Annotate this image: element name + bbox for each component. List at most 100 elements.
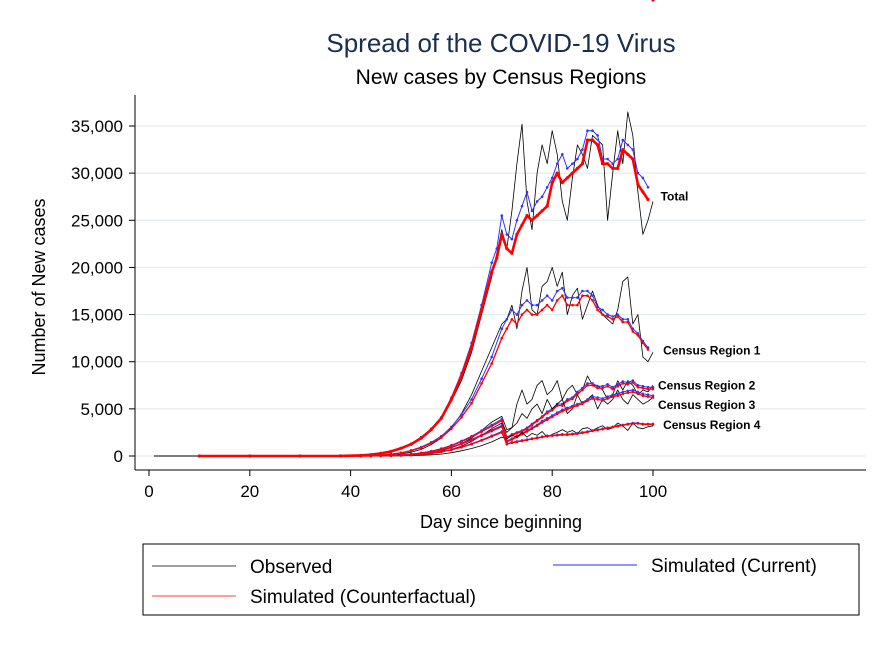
point-census-region-1-current	[515, 313, 519, 316]
point-census-region-4-counterfactual	[440, 450, 443, 454]
point-total-counterfactual	[409, 442, 413, 446]
point-total-counterfactual	[515, 232, 519, 236]
point-census-region-2-counterfactual	[636, 385, 640, 389]
point-census-region-1-current	[555, 289, 559, 293]
point-census-region-2-counterfactual	[576, 392, 579, 396]
point-total-current	[581, 148, 584, 151]
point-total-counterfactual	[596, 143, 600, 147]
annotation-census-region-1: Census Region 1	[663, 343, 761, 357]
point-total-counterfactual	[555, 171, 559, 175]
point-census-region-2-counterfactual	[460, 440, 463, 444]
point-census-region-1-current	[561, 286, 564, 290]
legend-item-counterfactual: Simulated (Counterfactual)	[152, 587, 476, 608]
point-census-region-1-counterfactual	[490, 362, 494, 365]
point-census-region-3-current	[626, 389, 630, 393]
point-census-region-4-counterfactual	[545, 434, 549, 438]
point-census-region-1-counterfactual	[561, 294, 564, 298]
point-census-region-4-counterfactual	[248, 454, 252, 458]
point-census-region-1-current	[586, 289, 589, 293]
point-census-region-2-counterfactual	[596, 386, 599, 390]
y-ticks: 0 5,000 10,000 15,000 20,000 25,000 30,000 35,0…	[71, 117, 135, 466]
point-census-region-3-counterfactual	[561, 409, 564, 413]
legend-item-current: Simulated (Current)	[553, 556, 817, 577]
point-total-counterfactual	[459, 374, 464, 378]
point-total-current	[621, 138, 625, 142]
point-census-region-1-current	[545, 294, 549, 298]
point-census-region-2-counterfactual	[646, 387, 650, 391]
point-census-region-1-current	[470, 398, 473, 401]
point-total-current	[555, 162, 559, 165]
point-census-region-3-counterfactual	[576, 404, 579, 407]
point-census-region-2-counterfactual	[606, 384, 609, 388]
point-census-region-1-current	[606, 313, 609, 316]
point-census-region-1-current	[601, 308, 604, 312]
point-census-region-2-counterfactual	[515, 432, 519, 435]
legend-label-observed: Observed	[250, 557, 332, 578]
point-census-region-4-counterfactual	[616, 425, 619, 428]
point-total-current	[490, 261, 494, 265]
y-tick-label-30000: 30,000	[71, 164, 123, 183]
point-census-region-2-current	[646, 385, 650, 389]
point-total-counterfactual	[399, 446, 403, 450]
point-total-current	[641, 176, 645, 180]
point-census-region-2-counterfactual	[566, 399, 569, 403]
point-census-region-1-counterfactual	[510, 318, 514, 321]
y-axis-label: Number of New cases	[29, 198, 49, 375]
x-tick-label-60: 60	[442, 482, 461, 501]
point-total-current	[520, 204, 524, 208]
point-total-counterfactual	[535, 214, 539, 218]
point-total-counterfactual	[570, 171, 575, 175]
point-census-region-3-counterfactual	[586, 399, 589, 403]
point-census-region-1-current	[520, 303, 524, 307]
point-census-region-1-current	[490, 355, 494, 359]
point-total-current	[646, 186, 650, 189]
series-group	[154, 0, 655, 458]
point-census-region-1-counterfactual	[611, 318, 614, 321]
point-census-region-4-counterfactual	[631, 422, 635, 425]
point-total-current	[636, 171, 640, 175]
point-census-region-3-current	[606, 395, 609, 398]
point-census-region-1-counterfactual	[460, 416, 463, 419]
point-census-region-4-counterfactual	[576, 432, 579, 436]
point-census-region-4-counterfactual	[591, 429, 594, 433]
point-census-region-3-counterfactual	[621, 392, 625, 396]
point-census-region-2-counterfactual	[535, 419, 539, 423]
point-census-region-3-counterfactual	[520, 433, 524, 436]
point-census-region-1-current	[566, 296, 569, 299]
point-census-region-2-counterfactual	[581, 388, 584, 392]
point-census-region-2-counterfactual	[480, 430, 483, 434]
point-census-region-4-counterfactual	[369, 454, 373, 458]
point-census-region-4-counterfactual	[626, 423, 630, 426]
point-census-region-2-current	[616, 383, 619, 386]
point-census-region-3-counterfactual	[535, 424, 539, 428]
point-census-region-2-current	[651, 385, 655, 389]
point-census-region-2-counterfactual	[545, 411, 549, 415]
point-total-current	[596, 134, 599, 137]
point-census-region-1-counterfactual	[470, 401, 473, 405]
chart-subtitle: New cases by Census Regions	[356, 66, 647, 89]
point-census-region-1-counterfactual	[621, 320, 625, 324]
point-census-region-3-counterfactual	[460, 442, 463, 446]
point-total-current	[591, 129, 594, 132]
point-total-counterfactual	[510, 251, 514, 255]
point-census-region-3-counterfactual	[646, 395, 650, 398]
point-census-region-1-counterfactual	[631, 330, 635, 333]
point-total-current	[606, 157, 609, 161]
point-census-region-4-counterfactual	[596, 428, 599, 432]
point-census-region-1-current	[535, 303, 539, 307]
point-census-region-3-counterfactual	[530, 427, 534, 431]
x-tick-label-80: 80	[543, 482, 562, 501]
point-total-counterfactual	[429, 428, 433, 432]
y-tick-label-20000: 20,000	[71, 258, 123, 277]
point-census-region-4-counterfactual	[460, 446, 463, 449]
annotation-census-region-3: Census Region 3	[658, 398, 756, 412]
point-total-counterfactual	[641, 190, 645, 194]
point-total-current	[561, 153, 564, 156]
point-total-current	[571, 162, 574, 165]
point-total-current	[566, 167, 569, 170]
point-total-counterfactual	[525, 214, 529, 218]
point-census-region-4-counterfactual	[359, 454, 363, 458]
point-total-counterfactual	[449, 397, 453, 401]
point-census-region-1-counterfactual	[525, 308, 529, 312]
